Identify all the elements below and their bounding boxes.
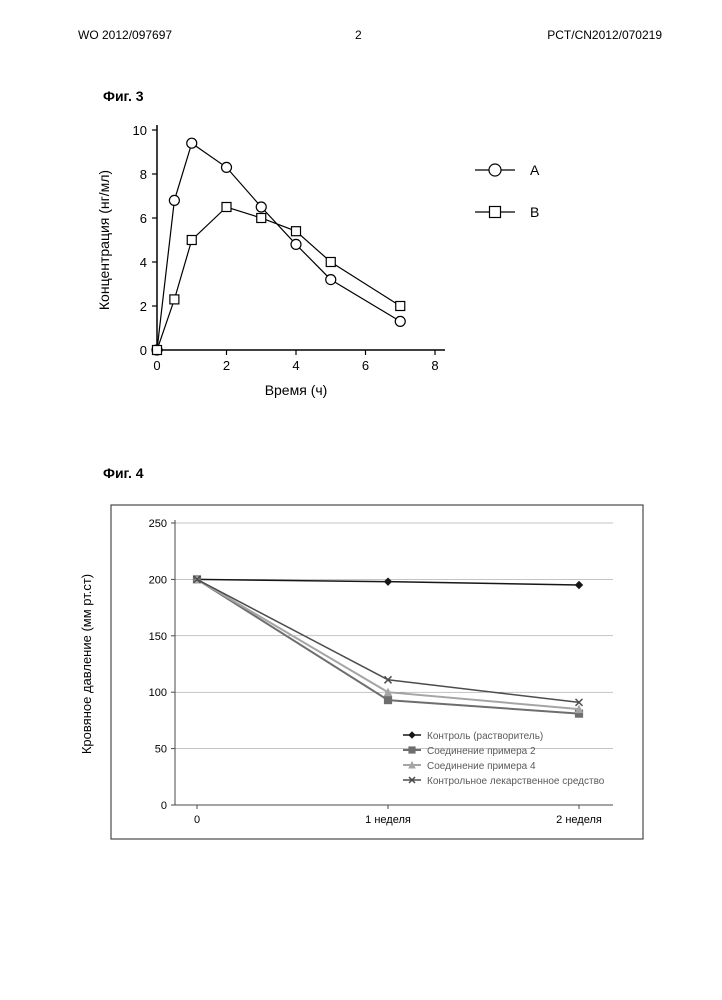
- svg-text:4: 4: [292, 358, 299, 373]
- svg-text:Кровяное давление (мм рт.ст): Кровяное давление (мм рт.ст): [79, 574, 94, 754]
- svg-text:2: 2: [140, 299, 147, 314]
- wo-number: WO 2012/097697: [78, 28, 172, 42]
- svg-text:0: 0: [161, 800, 167, 812]
- svg-text:100: 100: [149, 687, 167, 699]
- svg-text:200: 200: [149, 574, 167, 586]
- svg-text:2: 2: [223, 358, 230, 373]
- svg-text:10: 10: [133, 123, 147, 138]
- svg-text:Время (ч): Время (ч): [265, 382, 328, 398]
- svg-text:50: 50: [155, 744, 167, 756]
- svg-text:4: 4: [140, 255, 147, 270]
- svg-text:150: 150: [149, 631, 167, 643]
- fig3-chart: 0 2 4 6 8 10 0 2 4 6 8 Время (ч) Концентрация (нг/мл…: [85, 115, 585, 410]
- page-number: 2: [355, 28, 362, 42]
- svg-text:Соединение примера 4: Соединение примера 4: [427, 761, 536, 772]
- fig4-label: Фиг. 4: [103, 465, 144, 481]
- svg-text:0: 0: [140, 343, 147, 358]
- svg-text:Контроль (растворитель): Контроль (растворитель): [427, 731, 543, 742]
- pct-number: PCT/CN2012/070219: [547, 28, 662, 42]
- svg-text:Контрольное лекарственное сред: Контрольное лекарственное средство: [427, 776, 605, 787]
- svg-text:0: 0: [153, 358, 160, 373]
- svg-text:В: В: [530, 204, 539, 220]
- svg-text:6: 6: [140, 211, 147, 226]
- svg-text:8: 8: [140, 167, 147, 182]
- svg-text:8: 8: [431, 358, 438, 373]
- fig3-label: Фиг. 3: [103, 88, 144, 104]
- svg-text:Соединение примера 2: Соединение примера 2: [427, 746, 536, 757]
- svg-text:Концентрация (нг/мл): Концентрация (нг/мл): [96, 170, 112, 310]
- svg-text:250: 250: [149, 518, 167, 530]
- svg-text:6: 6: [362, 358, 369, 373]
- fig4-chart: 0 50 100 150 200 250 0 1 неделя 2 неделя Кровяное…: [73, 503, 648, 848]
- svg-text:0: 0: [194, 814, 200, 826]
- svg-text:2 неделя: 2 неделя: [556, 814, 602, 826]
- svg-text:A: A: [530, 162, 540, 178]
- svg-text:1 неделя: 1 неделя: [365, 814, 411, 826]
